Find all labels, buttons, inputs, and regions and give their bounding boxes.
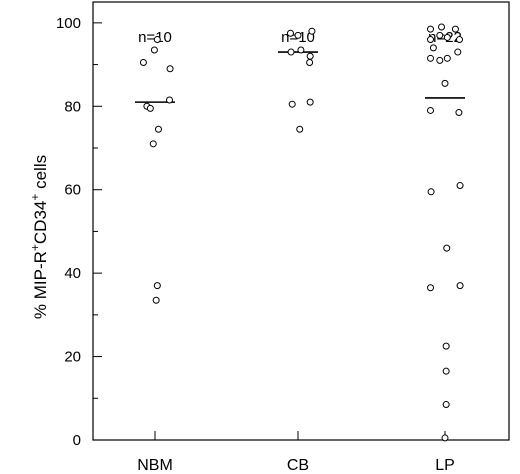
data-point — [436, 31, 444, 39]
data-point — [308, 27, 316, 35]
data-point — [442, 342, 450, 350]
y-axis-label-suffix: cells — [31, 155, 50, 194]
category-labels: NBM CB LP — [137, 457, 455, 474]
data-point — [427, 54, 434, 62]
data-point — [454, 48, 462, 56]
data-point — [154, 125, 162, 133]
y-tick-label: 20 — [64, 349, 81, 366]
data-point — [306, 52, 314, 60]
data-point — [438, 23, 446, 31]
y-axis-label-sup2: + — [28, 194, 42, 201]
data-point — [153, 36, 161, 44]
data-point — [288, 100, 296, 108]
data-point — [150, 46, 158, 54]
data-point — [306, 98, 314, 106]
plot-frame — [92, 1, 510, 441]
mean-lines — [135, 51, 465, 103]
data-point — [427, 284, 434, 292]
data-point — [442, 367, 450, 375]
data-point — [456, 36, 463, 44]
data-point — [149, 140, 157, 148]
data-points — [139, 23, 464, 442]
data-point — [443, 54, 451, 62]
data-point — [297, 46, 305, 54]
data-point — [429, 44, 437, 52]
y-axis-label-prefix: % MIP-R — [31, 251, 50, 319]
data-point — [436, 56, 444, 64]
x-tick-label: CB — [287, 457, 309, 474]
y-axis-label: % MIP-R+CD34+ cells — [28, 155, 50, 319]
data-point — [441, 434, 449, 442]
data-point — [286, 29, 294, 37]
data-point — [455, 109, 463, 117]
data-point — [427, 188, 435, 196]
data-point — [427, 106, 434, 114]
x-tick-label: NBM — [137, 457, 173, 474]
data-point — [441, 79, 449, 87]
y-tick-label: 60 — [64, 182, 81, 199]
data-point — [456, 182, 464, 190]
data-point — [153, 282, 161, 290]
y-axis-label-mid: CD34 — [31, 201, 50, 244]
data-point — [427, 25, 434, 33]
x-tick-label: LP — [435, 457, 455, 474]
y-tick-label: 100 — [56, 15, 81, 32]
y-tick-labels: 0 20 40 60 80 100 — [56, 15, 81, 449]
data-point — [427, 36, 434, 44]
y-axis-label-sup1: + — [28, 244, 42, 251]
data-point — [166, 65, 174, 73]
data-point — [294, 31, 302, 39]
y-tick-label: 0 — [73, 432, 81, 449]
data-point — [443, 244, 451, 252]
data-point — [442, 401, 450, 409]
data-point — [287, 48, 295, 56]
data-point — [456, 282, 464, 290]
data-point — [443, 33, 451, 41]
y-tick-label: 80 — [64, 98, 81, 115]
axes — [92, 1, 510, 441]
data-point — [146, 104, 154, 112]
y-tick-label: 40 — [64, 265, 81, 282]
data-point — [152, 296, 160, 304]
data-point — [451, 25, 459, 33]
data-point — [166, 96, 173, 104]
data-point — [306, 58, 314, 66]
data-point — [296, 125, 304, 133]
data-point — [139, 58, 147, 66]
